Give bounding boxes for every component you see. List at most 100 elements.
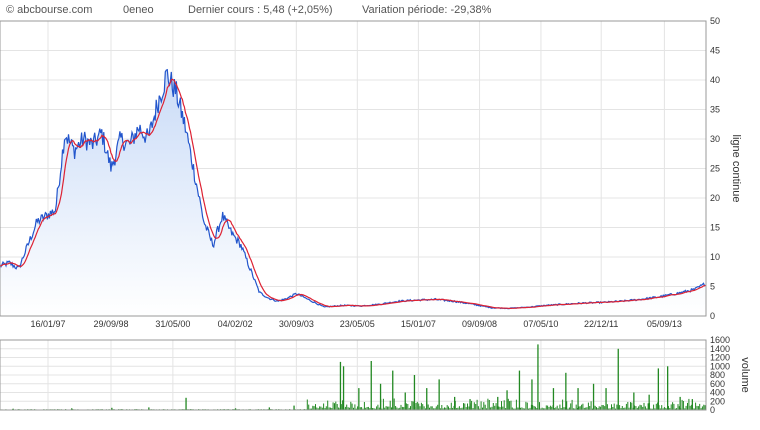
volume-bar (558, 408, 559, 410)
volume-bar (621, 406, 623, 410)
last-price-label: Dernier cours : 5,48 (+2,05%) (188, 4, 333, 16)
volume-spike-bar (592, 383, 595, 411)
volume-bar (460, 408, 462, 410)
volume-bar (695, 402, 697, 410)
date-tick-label: 22/12/11 (584, 319, 618, 329)
volume-bar (347, 407, 349, 410)
date-tick-label: 04/02/02 (218, 319, 253, 329)
volume-bars (0, 344, 706, 411)
volume-bar (407, 404, 409, 410)
volume-bar (668, 406, 669, 410)
volume-bar (544, 408, 546, 410)
volume-spike-bar (71, 408, 73, 411)
volume-bar (608, 408, 610, 410)
volume-bar (412, 401, 414, 410)
volume-bar (589, 406, 591, 410)
volume-bar (385, 406, 387, 410)
volume-bar (654, 408, 656, 410)
volume-bar (602, 405, 604, 410)
volume-bar (611, 404, 612, 410)
volume-bar (570, 403, 572, 410)
volume-bar (416, 401, 418, 410)
volume-bar (465, 407, 467, 410)
volume-spike-bar (565, 372, 567, 410)
volume-spike-bar (667, 366, 669, 411)
volume-bar (571, 399, 573, 410)
volume-bar (471, 400, 473, 410)
volume-spike-bar (339, 361, 342, 410)
volume-bar (376, 406, 378, 410)
volume-bar (704, 405, 706, 410)
volume-bar (583, 407, 585, 410)
price-axis-label: ligne continue (730, 135, 742, 203)
volume-bar (488, 400, 490, 410)
volume-bar (397, 408, 399, 410)
volume-bar (627, 402, 629, 410)
volume-bar (319, 406, 321, 410)
volume-bar (316, 407, 318, 410)
volume-bar (673, 403, 675, 410)
volume-bar (425, 408, 426, 410)
volume-bar (495, 403, 497, 410)
volume-bar (581, 404, 583, 410)
volume-bar (334, 403, 335, 410)
volume-spike-bar (370, 361, 372, 410)
volume-bar (635, 406, 637, 410)
volume-spike-bar (404, 392, 406, 410)
volume-bar (324, 408, 326, 410)
volume-spike-bar (185, 397, 187, 411)
volume-bar (502, 406, 504, 410)
volume-bar (415, 403, 417, 410)
volume-bar (476, 399, 478, 410)
volume-tick-label: 800 (710, 370, 725, 380)
volume-bar (306, 399, 308, 410)
price-tick-label: 15 (710, 223, 720, 233)
source-label: © abcbourse.com (6, 4, 93, 16)
volume-bar (551, 406, 553, 410)
volume-bar (499, 407, 501, 410)
volume-bar (659, 408, 661, 410)
volume-bar (586, 407, 588, 410)
volume-bar (362, 408, 364, 410)
volume-spike-bar (234, 408, 237, 411)
volume-bar (367, 406, 369, 410)
volume-bar (382, 398, 384, 410)
volume-spike-bar (293, 405, 295, 410)
volume-bar (332, 402, 334, 410)
volume-bar (696, 405, 698, 410)
volume-bar (662, 408, 664, 410)
price-area (0, 69, 706, 316)
volume-bar (578, 406, 580, 410)
volume-bar (598, 406, 600, 410)
volume-bar (582, 403, 584, 410)
price-tick-label: 20 (710, 193, 720, 203)
volume-bar (491, 406, 493, 410)
volume-tick-label: 0 (710, 405, 715, 415)
volume-bar (342, 400, 344, 410)
volume-bar (532, 405, 534, 410)
volume-bar (555, 407, 557, 410)
volume-bar (479, 408, 481, 410)
volume-bar (619, 405, 621, 410)
volume-tick-label: 200 (710, 396, 725, 406)
volume-bar (572, 408, 574, 410)
volume-bar (359, 407, 361, 410)
volume-spike-bar (577, 388, 579, 410)
volume-bar (308, 404, 310, 410)
volume-spike-bar (111, 407, 113, 410)
volume-tick-label: 1600 (710, 335, 730, 345)
volume-bar (313, 406, 315, 410)
volume-bar (366, 407, 368, 410)
volume-bar (665, 407, 667, 410)
volume-bar (677, 404, 679, 410)
volume-tick-label: 1200 (710, 353, 730, 363)
volume-bar (501, 401, 502, 410)
volume-bar (399, 407, 401, 410)
volume-spike-bar (454, 396, 456, 410)
volume-bar (689, 405, 691, 410)
volume-bar (450, 402, 452, 410)
volume-spike-bar (691, 399, 693, 410)
volume-bar (613, 403, 615, 410)
volume-spike-bar (438, 379, 440, 410)
